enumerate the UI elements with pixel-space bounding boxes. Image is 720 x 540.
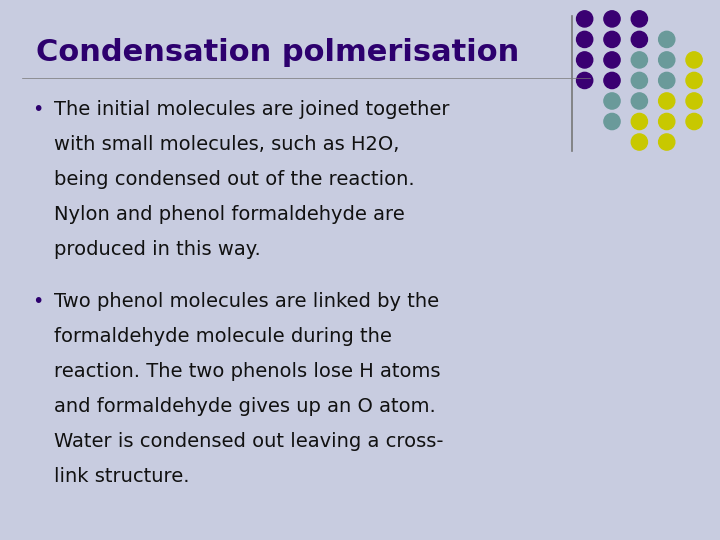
Ellipse shape: [577, 52, 593, 68]
Text: reaction. The two phenols lose H atoms: reaction. The two phenols lose H atoms: [54, 362, 441, 381]
Ellipse shape: [659, 31, 675, 48]
Ellipse shape: [631, 134, 647, 150]
Text: link structure.: link structure.: [54, 467, 189, 486]
Ellipse shape: [604, 72, 620, 89]
Ellipse shape: [659, 134, 675, 150]
Ellipse shape: [577, 72, 593, 89]
Text: Two phenol molecules are linked by the: Two phenol molecules are linked by the: [54, 292, 439, 310]
Text: Condensation polmerisation: Condensation polmerisation: [36, 38, 519, 67]
Text: •: •: [32, 100, 44, 119]
Text: The initial molecules are joined together: The initial molecules are joined togethe…: [54, 100, 449, 119]
Ellipse shape: [659, 52, 675, 68]
Ellipse shape: [631, 31, 647, 48]
Text: and formaldehyde gives up an O atom.: and formaldehyde gives up an O atom.: [54, 397, 436, 416]
Ellipse shape: [659, 93, 675, 109]
Text: •: •: [32, 292, 44, 310]
Ellipse shape: [659, 113, 675, 130]
Ellipse shape: [686, 72, 702, 89]
Ellipse shape: [631, 72, 647, 89]
Ellipse shape: [604, 31, 620, 48]
Text: Water is condensed out leaving a cross-: Water is condensed out leaving a cross-: [54, 432, 444, 451]
Ellipse shape: [686, 113, 702, 130]
Ellipse shape: [604, 113, 620, 130]
Ellipse shape: [631, 11, 647, 27]
Text: being condensed out of the reaction.: being condensed out of the reaction.: [54, 170, 415, 189]
Ellipse shape: [604, 52, 620, 68]
Text: with small molecules, such as H2O,: with small molecules, such as H2O,: [54, 135, 400, 154]
Ellipse shape: [686, 93, 702, 109]
Text: formaldehyde molecule during the: formaldehyde molecule during the: [54, 327, 392, 346]
Ellipse shape: [577, 11, 593, 27]
Ellipse shape: [604, 93, 620, 109]
Text: Nylon and phenol formaldehyde are: Nylon and phenol formaldehyde are: [54, 205, 405, 224]
Ellipse shape: [631, 52, 647, 68]
Text: produced in this way.: produced in this way.: [54, 240, 261, 259]
Ellipse shape: [577, 31, 593, 48]
Ellipse shape: [631, 113, 647, 130]
Ellipse shape: [659, 72, 675, 89]
Ellipse shape: [686, 52, 702, 68]
Ellipse shape: [631, 93, 647, 109]
Ellipse shape: [604, 11, 620, 27]
